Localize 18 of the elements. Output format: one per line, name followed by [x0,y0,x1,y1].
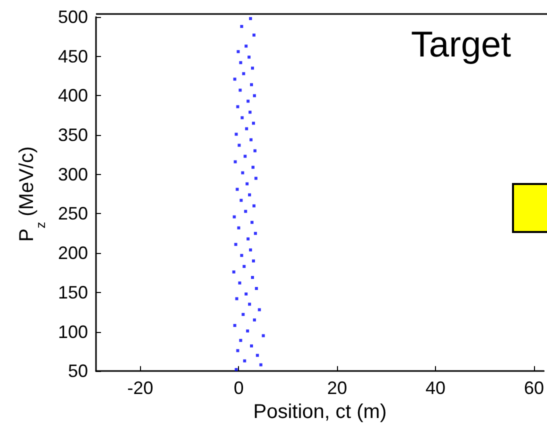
annotation: Target [410,24,512,64]
y-tick-label: 150 [58,282,88,302]
y-tick-label: 500 [58,7,88,27]
x-tick-label: 60 [524,378,544,398]
y-tick-label: 350 [58,125,88,146]
x-axis-title: Position, ct (m) [253,401,387,423]
y-tick-label: 250 [58,204,88,224]
x-tick-label: 20 [327,378,348,398]
y-axis-title: Pz (MeV/c) [16,146,48,242]
y-tick-label: 50 [68,361,88,382]
y-tick-label: 300 [58,164,88,184]
y-tick-label: 450 [58,46,88,66]
x-tick-label: -20 [127,378,154,398]
y-tick-label: 400 [58,86,88,106]
y-tick-label: 200 [58,243,88,264]
x-tick-label: 40 [426,378,446,398]
x-tick-label: 0 [234,378,244,398]
y-tick-label: 100 [58,322,88,342]
